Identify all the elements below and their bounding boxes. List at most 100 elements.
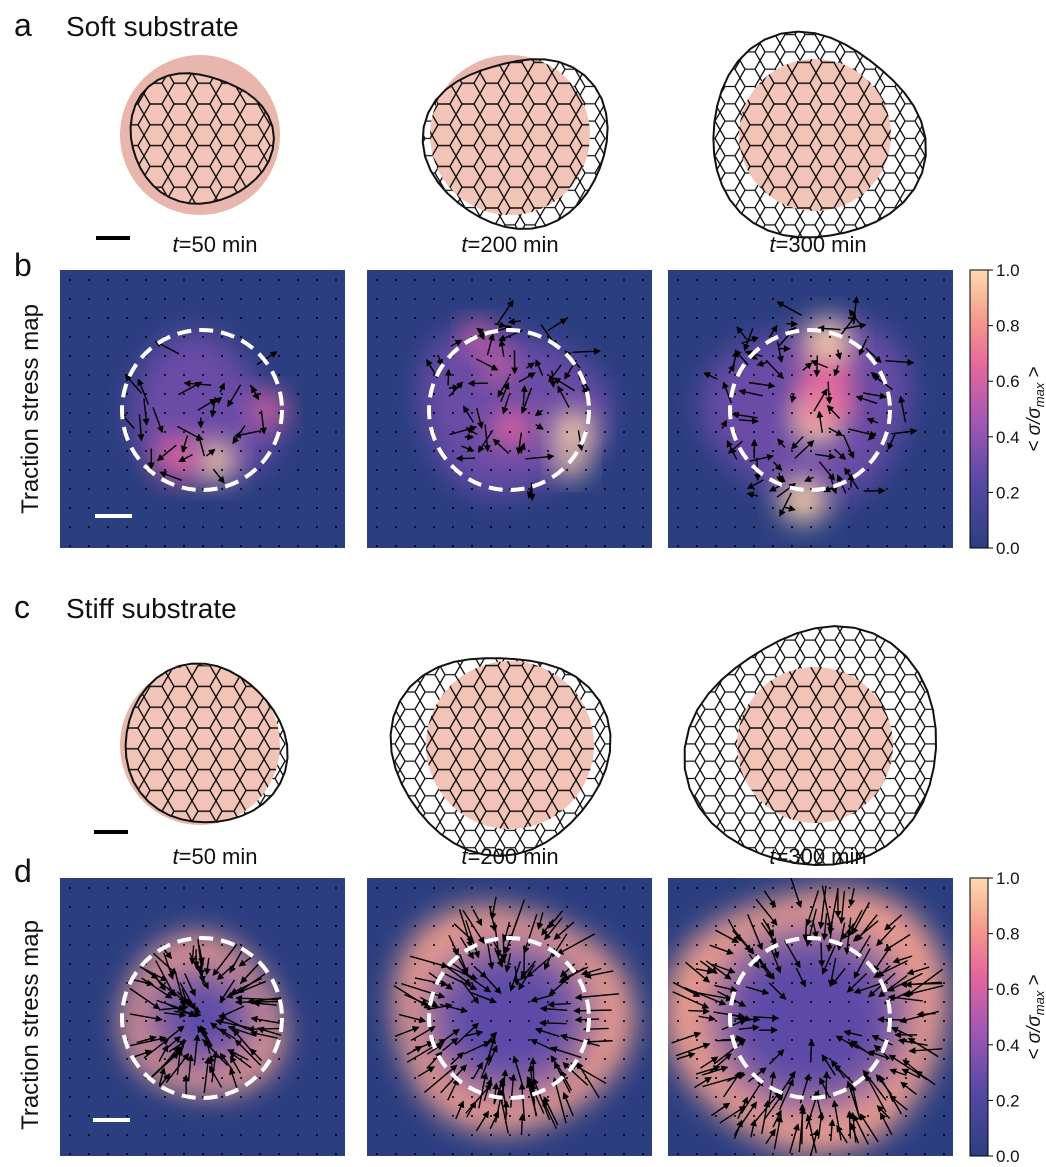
grid-dot xyxy=(126,1153,128,1155)
traction-arrow xyxy=(573,1007,612,1015)
grid-dot xyxy=(69,431,71,433)
grid-dot xyxy=(772,450,774,452)
grid-dot xyxy=(623,1039,625,1041)
grid-dot xyxy=(316,982,318,984)
grid-dot xyxy=(677,317,679,319)
grid-dot xyxy=(715,1096,717,1098)
traction-arrow xyxy=(549,1046,582,1059)
traction-arrow xyxy=(496,299,514,325)
grid-dot xyxy=(395,982,397,984)
grid-dot xyxy=(528,1096,530,1098)
traction-arrow xyxy=(488,905,498,933)
grid-dot xyxy=(791,469,793,471)
grid-dot xyxy=(126,545,128,547)
grid-dot xyxy=(924,431,926,433)
grid-dot xyxy=(69,906,71,908)
grid-dot xyxy=(297,963,299,965)
grid-dot xyxy=(183,944,185,946)
traction-arrow xyxy=(233,430,262,439)
grid-dot xyxy=(471,355,473,357)
traction-arrow xyxy=(465,920,480,959)
traction-arrow xyxy=(574,993,619,1001)
traction-arrow xyxy=(701,1065,729,1076)
traction-arrow xyxy=(552,1077,567,1124)
traction-arrow xyxy=(219,1052,234,1071)
traction-arrow xyxy=(804,475,814,482)
grid-dot xyxy=(202,1115,204,1117)
grid-dot xyxy=(734,925,736,927)
grid-dot xyxy=(376,1039,378,1041)
grid-dot xyxy=(490,1115,492,1117)
grid-dot xyxy=(905,469,907,471)
grid-dot xyxy=(734,393,736,395)
grid-dot xyxy=(772,1039,774,1041)
grid-dot xyxy=(924,298,926,300)
grid-dot xyxy=(126,469,128,471)
grid-dot xyxy=(924,545,926,547)
colorbar-tick-label: 0.0 xyxy=(996,539,1020,558)
grid-dot xyxy=(677,374,679,376)
grid-dot xyxy=(452,887,454,889)
grid-dot xyxy=(316,374,318,376)
grid-dot xyxy=(395,944,397,946)
grid-dot xyxy=(259,1153,261,1155)
grid-dot xyxy=(88,944,90,946)
grid-dot xyxy=(107,1001,109,1003)
grid-dot xyxy=(886,1153,888,1155)
grid-dot xyxy=(145,925,147,927)
cell-layer-inner xyxy=(430,59,590,215)
grid-dot xyxy=(734,526,736,528)
traction-arrow xyxy=(773,1115,783,1150)
grid-dot xyxy=(490,887,492,889)
traction-arrow xyxy=(436,354,443,367)
grid-dot xyxy=(566,887,568,889)
grid-dot xyxy=(414,982,416,984)
grid-dot xyxy=(297,507,299,509)
traction-arrow xyxy=(236,973,266,994)
grid-dot xyxy=(585,1096,587,1098)
traction-arrow xyxy=(472,1061,483,1080)
grid-dot xyxy=(335,279,337,281)
traction-arrow xyxy=(763,1093,784,1121)
grid-dot xyxy=(867,1001,869,1003)
grid-dot xyxy=(240,925,242,927)
grid-dot xyxy=(395,1001,397,1003)
traction-arrow xyxy=(842,434,855,459)
grid-dot xyxy=(433,1134,435,1136)
grid-dot xyxy=(753,431,755,433)
grid-dot xyxy=(642,336,644,338)
grid-dot xyxy=(604,1115,606,1117)
grid-dot xyxy=(164,1153,166,1155)
grid-dot xyxy=(164,317,166,319)
grid-dot xyxy=(395,1077,397,1079)
grid-dot xyxy=(335,393,337,395)
grid-dot xyxy=(604,1058,606,1060)
grid-dot xyxy=(240,336,242,338)
grid-dot xyxy=(221,1153,223,1155)
grid-dot xyxy=(791,450,793,452)
grid-dot xyxy=(848,982,850,984)
grid-dot xyxy=(183,469,185,471)
grid-dot xyxy=(696,1115,698,1117)
traction-arrow xyxy=(716,1036,747,1044)
grid-dot xyxy=(145,1134,147,1136)
traction-arrow xyxy=(833,365,840,377)
grid-dot xyxy=(509,450,511,452)
grid-dot xyxy=(145,279,147,281)
traction-arrow xyxy=(256,351,278,366)
grid-dot xyxy=(221,1096,223,1098)
grid-dot xyxy=(126,1115,128,1117)
grid-dot xyxy=(88,526,90,528)
grid-dot xyxy=(734,412,736,414)
grid-dot xyxy=(183,507,185,509)
grid-dot xyxy=(414,317,416,319)
grid-dot xyxy=(202,887,204,889)
grid-dot xyxy=(376,298,378,300)
grid-dot xyxy=(604,412,606,414)
traction-arrow xyxy=(765,359,784,380)
grid-dot xyxy=(810,982,812,984)
grid-dot xyxy=(585,488,587,490)
grid-dot xyxy=(677,507,679,509)
traction-arrow xyxy=(512,1055,523,1084)
grid-dot xyxy=(69,279,71,281)
